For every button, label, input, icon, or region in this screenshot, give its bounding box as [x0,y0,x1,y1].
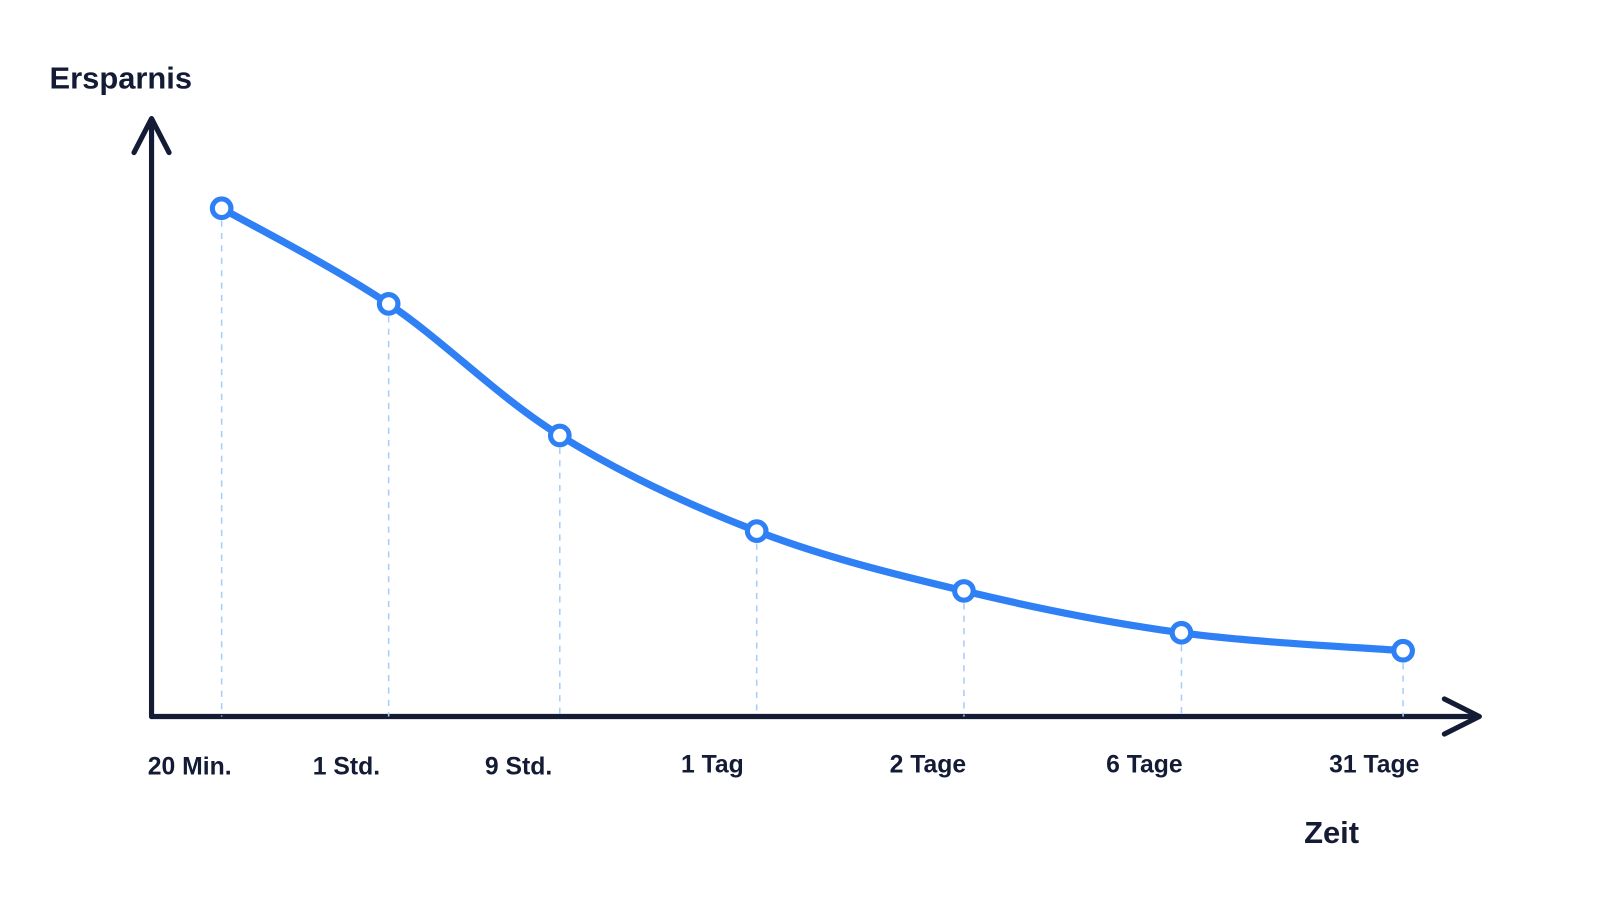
x-tick-label: 1 Tag [681,752,744,779]
x-tick-label: 9 Std. [485,754,552,781]
x-tick-label: 6 Tage [1106,752,1183,779]
x-axis-arrow [1441,696,1482,737]
point [952,579,976,603]
axes [131,115,1482,737]
point [376,292,401,316]
x-tick-label: 2 Tage [890,752,967,779]
point [1391,638,1415,663]
x-tick-label: 20 Min. [148,754,232,781]
x-axis-label: Zeit [1304,815,1359,850]
point [209,196,234,221]
y-axis-label: Ersparnis [49,61,192,96]
point [1169,620,1194,645]
x-tick-label: 1 Std. [313,754,380,781]
point [744,519,769,543]
x-tick-label: 31 Tage [1329,752,1419,779]
point [547,423,572,448]
y-axis-arrow [131,115,172,156]
line [218,204,1407,655]
